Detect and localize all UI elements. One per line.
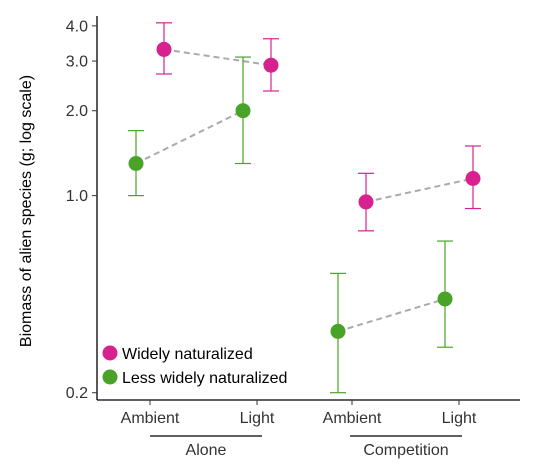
legend-swatch [102,369,118,385]
x-tick-label: Light [442,410,477,427]
data-point [235,103,251,119]
x-tick-label: Light [240,410,275,427]
group-label: Competition [363,442,448,459]
data-point [437,291,453,307]
y-tick-label: 4.0 [66,18,88,35]
group-labels: Alone Competition [150,435,462,459]
data-point [358,194,374,210]
y-axis-title: Biomass of alien species (g; log scale) [18,75,35,347]
data-point [465,171,481,187]
connector-line [337,298,446,333]
y-tick-label: 2.0 [66,103,88,120]
x-tick-label: Ambient [323,410,382,427]
y-tick-label: 3.0 [66,54,88,71]
y-tick-label: 0.2 [66,385,88,402]
data-point [330,323,346,339]
connector-line [135,109,244,165]
group-label: Alone [186,442,227,459]
connector-line [163,48,272,67]
data-marks [128,22,481,394]
x-tick-label: Ambient [121,410,180,427]
connector-line [365,177,474,203]
data-point [156,41,172,57]
axes: 0.2 1.0 2.0 3.0 4.0 Biomass of alien species … [18,16,520,427]
data-point [263,57,279,73]
legend-label: Widely naturalized [122,346,253,363]
legend: Widely naturalized Less widely naturalize… [102,345,287,387]
y-tick-label: 1.0 [66,188,88,205]
legend-label: Less widely naturalized [122,370,287,387]
data-point [128,155,144,171]
legend-swatch [102,345,118,361]
